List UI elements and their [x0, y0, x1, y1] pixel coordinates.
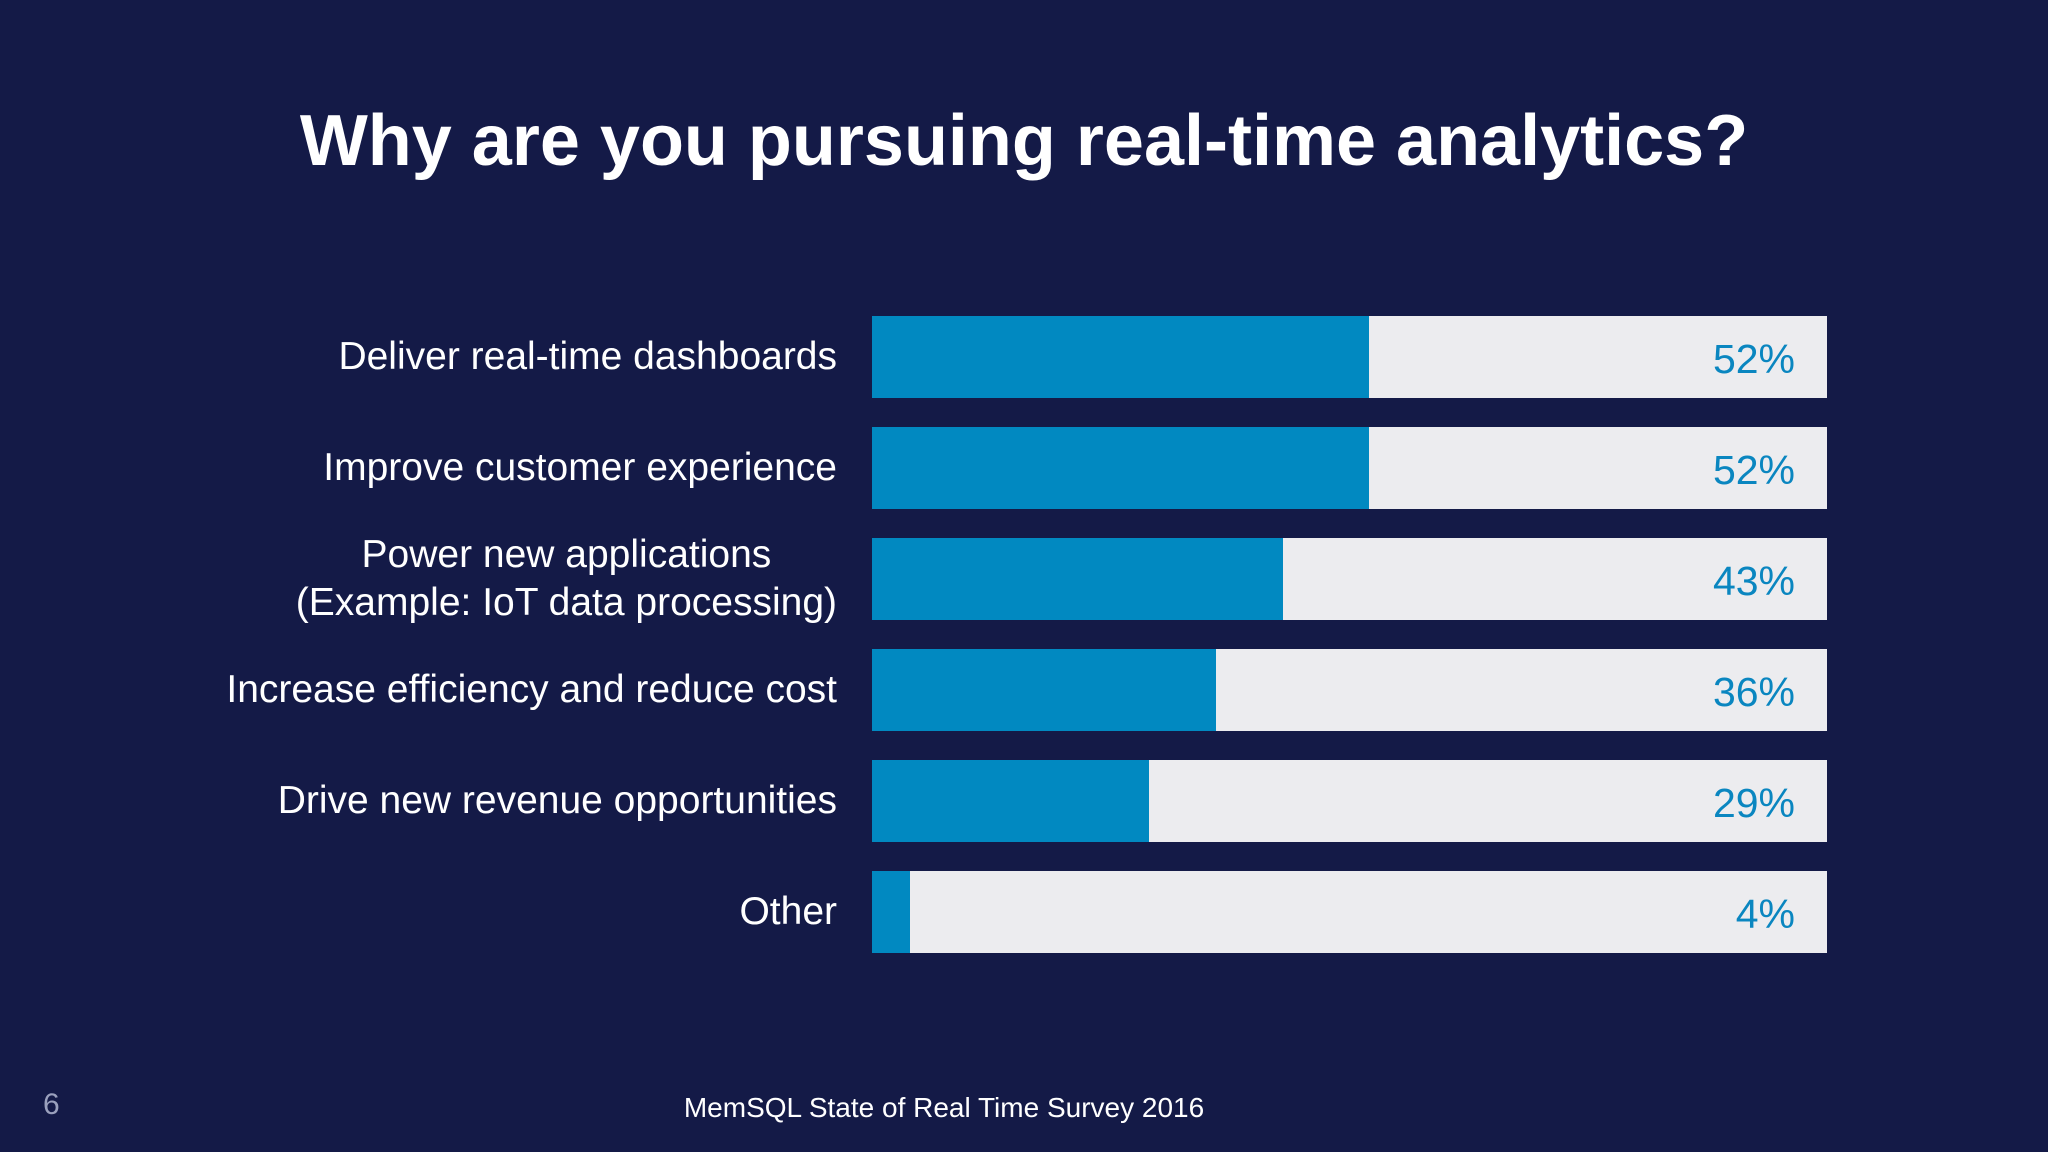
category-label: Deliver real-time dashboards	[338, 335, 837, 378]
data-label: 36%	[1712, 669, 1795, 715]
category-label: Other	[739, 890, 837, 933]
bar-row: Other 4%	[0, 871, 2048, 953]
data-label: 52%	[1712, 447, 1795, 493]
category-label: Power new applications (Example: IoT dat…	[295, 533, 837, 624]
data-label: 29%	[1712, 780, 1795, 826]
bar-track: 36%	[872, 649, 1827, 731]
bar-row: Power new applications (Example: IoT dat…	[0, 533, 2048, 624]
bar-track: 43%	[872, 538, 1827, 620]
category-label: Improve customer experience	[323, 446, 837, 489]
category-label: Increase efficiency and reduce cost	[226, 668, 837, 711]
bar-track: 52%	[872, 316, 1827, 398]
bar-row: Drive new revenue opportunities 29%	[0, 760, 2048, 842]
bar	[872, 316, 1369, 398]
bar-track: 4%	[872, 871, 1827, 953]
source-caption: MemSQL State of Real Time Survey 2016	[683, 1092, 1205, 1123]
data-label: 4%	[1735, 891, 1795, 937]
bar-row: Increase efficiency and reduce cost 36%	[0, 649, 2048, 731]
data-label: 43%	[1712, 558, 1795, 604]
bar-row: Improve customer experience 52%	[0, 427, 2048, 509]
slide-title: Why are you pursuing real-time analytics…	[299, 101, 1749, 181]
bar	[872, 427, 1369, 509]
data-label: 52%	[1712, 336, 1795, 382]
bar-track: 52%	[872, 427, 1827, 509]
category-label: Drive new revenue opportunities	[277, 779, 837, 822]
bar	[872, 760, 1149, 842]
bar	[872, 538, 1283, 620]
bar-track: 29%	[872, 760, 1827, 842]
bar	[872, 871, 910, 953]
bar	[872, 649, 1216, 731]
bar-row: Deliver real-time dashboards 52%	[0, 316, 2048, 398]
page-number: 6	[43, 1088, 60, 1121]
